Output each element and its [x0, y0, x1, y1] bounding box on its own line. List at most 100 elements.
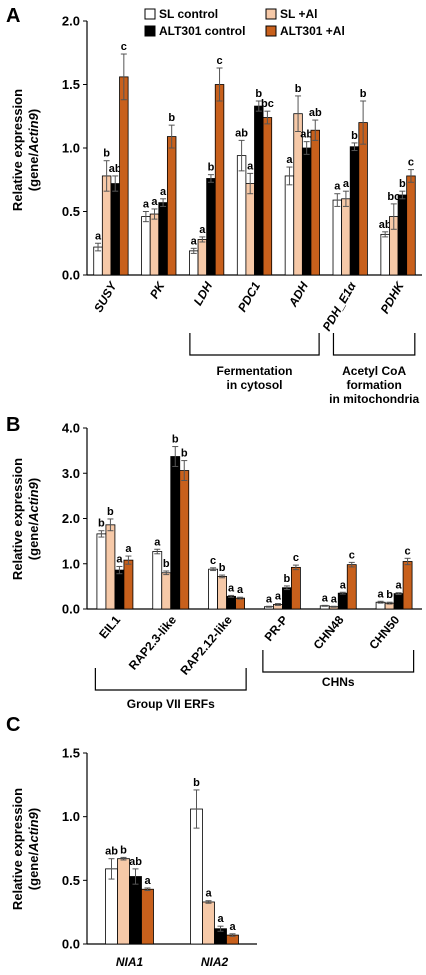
significance-letter: ab	[109, 163, 122, 175]
bar	[406, 175, 416, 276]
significance-letter: a	[286, 154, 293, 166]
bar	[262, 117, 273, 276]
significance-letter: a	[378, 588, 385, 600]
category-label: NIA2	[201, 955, 229, 969]
bar	[123, 559, 134, 610]
bar	[114, 569, 125, 610]
y-tick-label: 1.0	[62, 141, 80, 156]
y-tick-label: 1.5	[62, 746, 80, 761]
significance-letter: b	[284, 573, 291, 585]
bar	[158, 202, 168, 276]
bar	[105, 524, 116, 610]
significance-letter: a	[331, 593, 338, 605]
significance-letter: ab	[235, 127, 248, 139]
bar	[346, 564, 357, 610]
bar	[349, 146, 360, 276]
bar	[190, 808, 203, 945]
legend-swatch	[144, 25, 156, 37]
legend-swatch	[144, 8, 156, 20]
significance-letter: a	[396, 580, 403, 592]
category-label: NIA1	[116, 955, 144, 969]
y-tick-label: 0.0	[62, 268, 80, 283]
significance-letter: c	[293, 552, 299, 564]
significance-letter: c	[121, 41, 127, 53]
bar	[110, 183, 120, 276]
bar	[202, 901, 215, 945]
panel-letter: C	[6, 714, 20, 736]
bar	[141, 216, 151, 276]
significance-letter: b	[399, 178, 406, 190]
bar	[141, 888, 154, 945]
category-label: LDH	[191, 279, 216, 308]
significance-letter: c	[210, 555, 216, 567]
group-bracket	[332, 333, 416, 356]
y-tick-label: 2.0	[62, 511, 80, 526]
bar	[310, 129, 320, 276]
bar	[226, 595, 236, 610]
significance-letter: c	[216, 55, 222, 67]
significance-letter: b	[386, 589, 393, 601]
y-tick-label: 2.0	[62, 14, 80, 29]
significance-letter: a	[343, 178, 350, 190]
bar	[117, 858, 130, 945]
significance-letter: a	[154, 536, 161, 548]
significance-letter: a	[340, 579, 347, 591]
bar	[170, 456, 181, 610]
significance-letter: a	[322, 592, 329, 604]
category-label: EIL1	[96, 613, 123, 642]
bar	[236, 155, 247, 276]
category-label: RAP2.12-like	[177, 613, 235, 678]
bar	[119, 76, 129, 276]
y-tick-label: 0.5	[62, 873, 80, 888]
panel-letter: A	[6, 5, 20, 27]
group-label: Fermentation	[216, 364, 292, 378]
bar	[284, 175, 295, 276]
y-tick-label: 0.5	[62, 204, 80, 219]
significance-letter: ab	[379, 219, 392, 231]
significance-letter: b	[219, 562, 226, 574]
group-label: in cytosol	[226, 378, 282, 392]
bar	[337, 592, 348, 610]
category-label: CHN50	[366, 613, 402, 652]
significance-letter: a	[229, 921, 236, 933]
panel-c: C 0.0 0.5 1.0 1.5 Relative expression(gene/Ac…	[6, 714, 257, 969]
significance-letter: ab	[309, 107, 322, 119]
bar	[235, 597, 245, 610]
significance-letter: bc	[261, 98, 274, 110]
bar	[291, 566, 301, 610]
legend-label: SL +Al	[280, 7, 317, 21]
category-label: PK	[147, 278, 168, 301]
category-label: SUSY	[91, 279, 120, 315]
bar	[179, 470, 190, 610]
legend-label: ALT301 +Al	[280, 24, 345, 38]
category-label: PDH_E1α	[320, 279, 359, 333]
bar	[152, 551, 163, 610]
significance-letter: a	[247, 160, 254, 172]
significance-letter: c	[349, 549, 355, 561]
legend-label: SL control	[159, 7, 218, 21]
bar	[254, 105, 264, 276]
significance-letter: b	[193, 777, 200, 789]
significance-letter: a	[237, 584, 244, 596]
legend-label: ALT301 control	[159, 24, 245, 38]
significance-letter: b	[351, 130, 358, 142]
y-tick-label: 1.0	[62, 556, 80, 571]
legend-swatch	[265, 25, 277, 37]
category-label: PDHK	[378, 278, 408, 316]
significance-letter: a	[191, 235, 198, 247]
significance-letter: b	[168, 112, 175, 124]
significance-letter: a	[143, 199, 150, 211]
significance-letter: b	[181, 448, 188, 460]
significance-letter: a	[95, 230, 102, 242]
significance-letter: c	[408, 157, 414, 169]
significance-letter: b	[163, 558, 170, 570]
bar	[206, 178, 216, 276]
significance-letter: a	[199, 224, 206, 236]
significance-letter: a	[144, 875, 151, 887]
bar	[96, 533, 107, 610]
significance-letter: a	[151, 196, 158, 208]
panel-letter: B	[6, 414, 20, 436]
significance-letter: c	[405, 545, 411, 557]
bar	[217, 576, 227, 610]
significance-letter: b	[120, 844, 127, 856]
